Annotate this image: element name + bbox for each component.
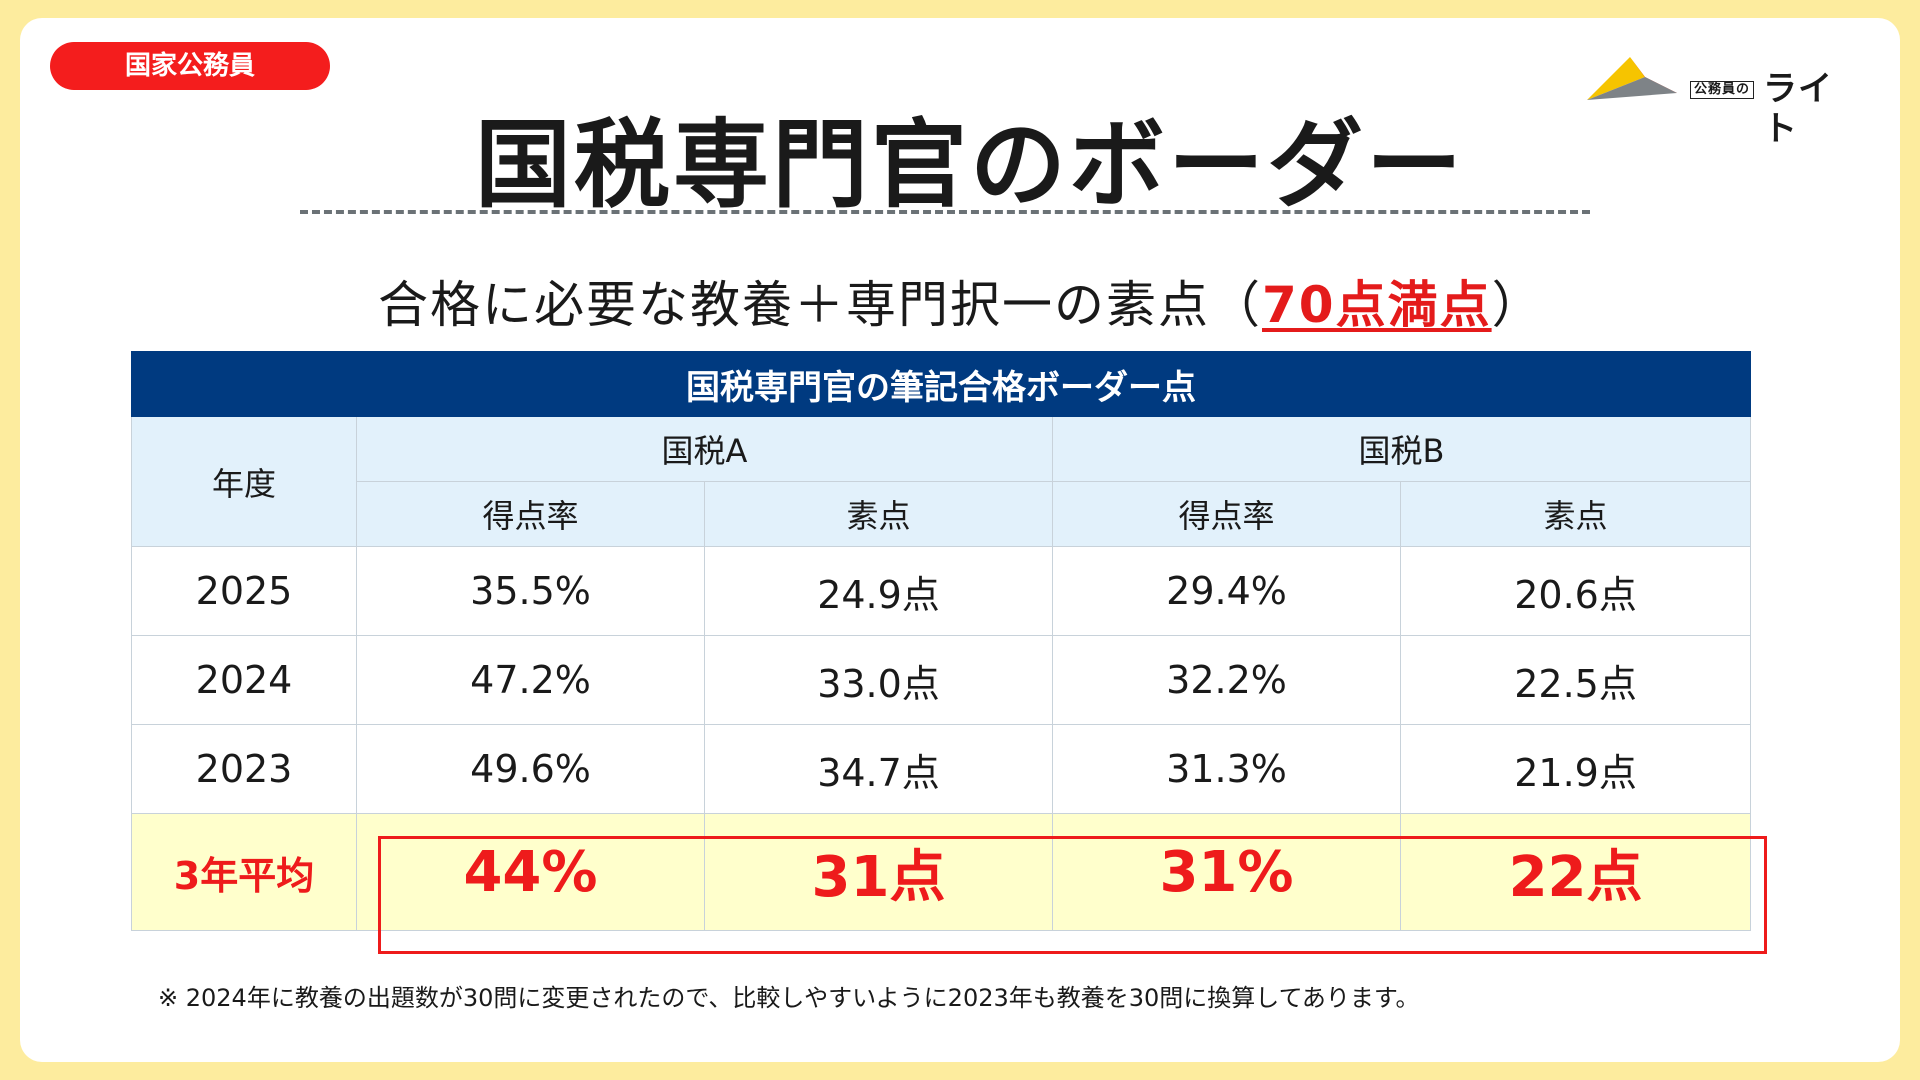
- year-cell: 2024: [131, 635, 357, 725]
- year-header: 年度: [131, 416, 357, 547]
- table-cell: 34.7点: [704, 724, 1053, 814]
- table-cell: 21.9点: [1399, 724, 1752, 814]
- logo-subtext: 公務員の: [1690, 81, 1755, 99]
- table-cell: 32.2%: [1052, 635, 1401, 725]
- table-cell: 29.4%: [1052, 546, 1401, 636]
- logo-name: ライト: [1763, 69, 1833, 149]
- table-cell: 24.9点: [704, 546, 1053, 636]
- mountain-logo-icon: [1587, 57, 1677, 100]
- group-header-a: 国税A: [356, 416, 1053, 482]
- site-logo: 公務員の ライト: [1585, 45, 1865, 149]
- table-cell: 20.6点: [1399, 546, 1752, 636]
- table-banner: 国税専門官の筆記合格ボーダー点: [130, 351, 1752, 417]
- sub-header: 素点: [1399, 481, 1752, 547]
- table-row: 2025 35.5% 24.9点 29.4% 20.6点: [131, 546, 1752, 636]
- year-cell: 2025: [131, 546, 357, 636]
- subtitle-end: ）: [1491, 276, 1544, 334]
- border-score-table: 国税専門官の筆記合格ボーダー点 年度 国税A 国税B 得点率 素点 得点率 素点…: [130, 351, 1752, 931]
- year-cell: 2023: [131, 724, 357, 814]
- group-header-b: 国税B: [1051, 416, 1752, 482]
- page-title: 国税専門官のボーダー: [475, 109, 1465, 221]
- table-cell: 31.3%: [1052, 724, 1401, 814]
- table-cell: 35.5%: [356, 546, 705, 636]
- average-cell: 31点: [704, 813, 1053, 931]
- sub-header: 素点: [704, 481, 1053, 547]
- subtitle: 合格に必要な教養＋専門択一の素点（70点満点）: [378, 270, 1544, 340]
- table-cell: 47.2%: [356, 635, 705, 725]
- sub-header: 得点率: [1052, 481, 1401, 547]
- average-cell: 44%: [356, 813, 705, 931]
- table-cell: 33.0点: [704, 635, 1053, 725]
- table-row: 2024 47.2% 33.0点 32.2% 22.5点: [131, 635, 1752, 725]
- table-cell: 22.5点: [1399, 635, 1752, 725]
- footnote: ※ 2024年に教養の出題数が30問に変更されたので、比較しやすいように2023…: [158, 984, 1420, 1012]
- sub-header: 得点率: [356, 481, 705, 547]
- table-cell: 49.6%: [356, 724, 705, 814]
- subtitle-main: 合格に必要な教養＋専門択一の素点（: [378, 276, 1262, 334]
- subtitle-highlight: 70点満点: [1262, 276, 1492, 334]
- category-tag: 国家公務員: [50, 42, 330, 90]
- average-row: 3年平均 44% 31点 31% 22点: [131, 813, 1752, 931]
- average-label: 3年平均: [131, 813, 357, 931]
- table-row: 2023 49.6% 34.7点 31.3% 21.9点: [131, 724, 1752, 814]
- title-divider: [300, 210, 1590, 214]
- average-cell: 22点: [1399, 813, 1752, 931]
- average-cell: 31%: [1052, 813, 1401, 931]
